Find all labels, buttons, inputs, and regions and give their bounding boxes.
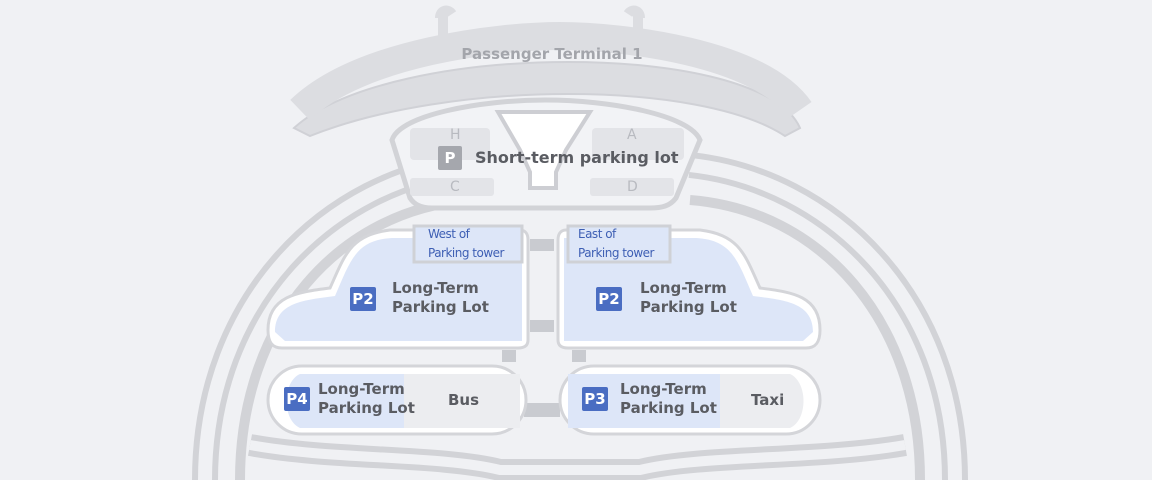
p2-east-label-line2[interactable]: Parking Lot	[640, 298, 737, 316]
inner-ring-road	[235, 195, 925, 480]
west-tower-label-line2[interactable]: Parking tower	[428, 246, 504, 260]
west-tower-label-line1[interactable]: West of	[428, 227, 470, 241]
p2-east-badge: P2	[596, 287, 622, 311]
gate-label-a: A	[627, 127, 637, 143]
p3-badge: P3	[582, 387, 608, 411]
p4-label-line2[interactable]: Parking Lot	[318, 399, 415, 417]
taxi-stand-label[interactable]: Taxi	[751, 391, 785, 409]
walkways	[502, 239, 586, 417]
east-tower-label-line1[interactable]: East of	[578, 227, 616, 241]
p2-west-badge: P2	[350, 287, 376, 311]
short-term-parking-icon: P	[438, 146, 462, 170]
p3-label-line2[interactable]: Parking Lot	[620, 399, 717, 417]
terminal-label: Passenger Terminal 1	[461, 45, 643, 63]
p4-badge: P4	[284, 387, 310, 411]
p3-label-line1[interactable]: Long-Term	[620, 380, 707, 398]
east-tower-label-line2[interactable]: Parking tower	[578, 246, 654, 260]
east-tower-box	[566, 224, 672, 264]
bus-stop-label[interactable]: Bus	[448, 391, 480, 409]
gate-label-c: C	[450, 179, 460, 195]
west-tower-box	[412, 224, 524, 264]
p2-west-label-line1[interactable]: Long-Term	[392, 279, 479, 297]
gate-label-h: H	[450, 127, 461, 143]
p4-lot-area	[266, 364, 528, 436]
p4-label-line1[interactable]: Long-Term	[318, 380, 405, 398]
short-term-lot-label[interactable]: Short-term parking lot	[475, 148, 679, 167]
gate-label-d: D	[627, 179, 638, 195]
p2-east-label-line1[interactable]: Long-Term	[640, 279, 727, 297]
p2-west-label-line2[interactable]: Parking Lot	[392, 298, 489, 316]
passenger-terminal	[290, 5, 812, 138]
short-term-lot-structure	[389, 97, 703, 211]
